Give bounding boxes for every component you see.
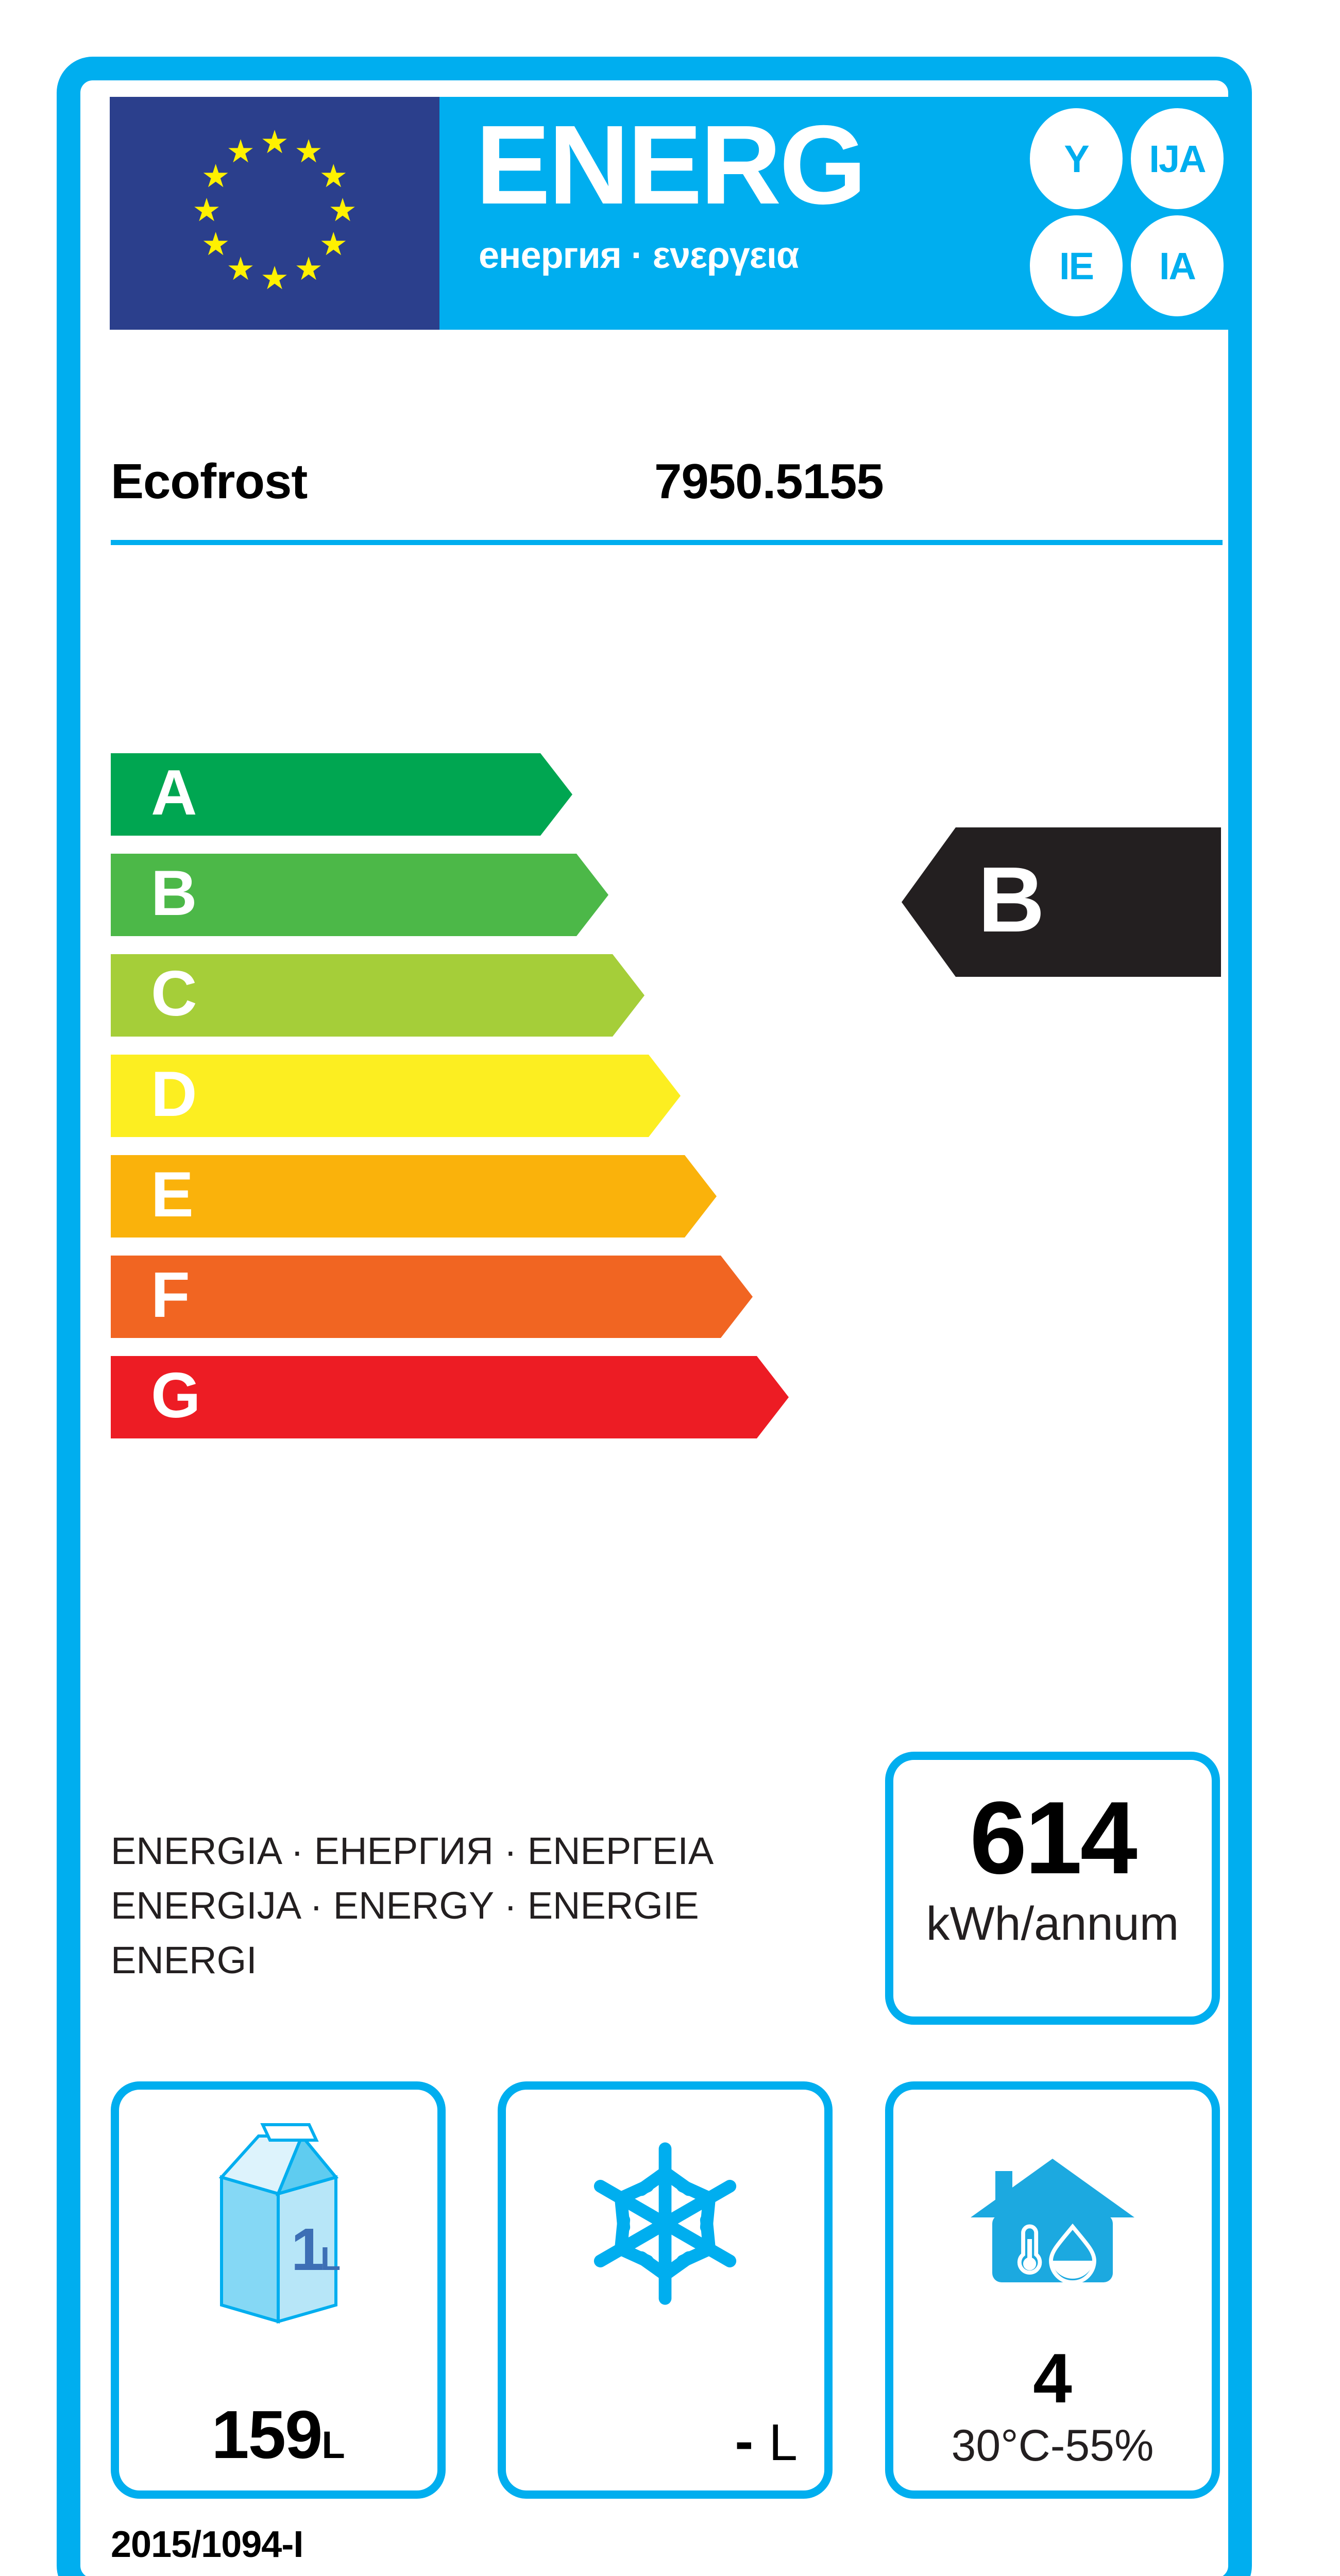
efficiency-bar-letter: G — [151, 1360, 201, 1431]
badge-y: Y — [1030, 108, 1123, 209]
eu-flag-icon: ★ ★ ★ ★ ★ ★ ★ ★ ★ ★ ★ ★ — [110, 97, 439, 330]
efficiency-bar-a: A — [111, 753, 572, 836]
freezer-volume-unit: L — [769, 2414, 798, 2471]
supplier-name: Ecofrost — [111, 454, 308, 509]
svg-text:1: 1 — [291, 2216, 325, 2283]
svg-text:L: L — [320, 2240, 341, 2277]
snowflake-icon — [506, 2110, 824, 2337]
rating-pointer: B — [902, 827, 1221, 977]
model-identifier: 7950.5155 — [654, 454, 884, 509]
efficiency-bar-letter: C — [151, 958, 197, 1029]
badge-ia: IA — [1131, 215, 1224, 316]
energy-word-languages: ENERGIA · ЕНЕРГИЯ · ΕΝΕΡΓΕΙΑ ENERGIJA · … — [111, 1824, 781, 1988]
annual-consumption-unit: kWh/annum — [926, 1897, 1179, 1950]
freezer-volume-number: - — [735, 2410, 754, 2472]
house-thermometer-humidity-icon — [893, 2110, 1212, 2337]
efficiency-bar-letter: F — [151, 1260, 190, 1331]
annual-consumption-value: 614 — [970, 1781, 1138, 1895]
climate-class-range: 30°C-55% — [951, 2421, 1154, 2470]
badge-ie: IE — [1030, 215, 1123, 316]
efficiency-bar-e: E — [111, 1155, 717, 1238]
climate-class-value: 4 — [1033, 2339, 1072, 2417]
fridge-volume-number: 159 — [211, 2397, 323, 2472]
badge-ija: IJA — [1131, 108, 1224, 209]
efficiency-bar-d: D — [111, 1055, 681, 1137]
freezer-volume-value: - L — [735, 2413, 798, 2469]
energ-wordmark: ENERG — [476, 103, 867, 228]
energ-subtitle: енергия · ενεργεια — [479, 235, 799, 276]
fridge-volume-value: 159L — [119, 2401, 437, 2469]
efficiency-bar-c: C — [111, 954, 644, 1037]
climate-class-box: 4 30°C-55% — [885, 2081, 1220, 2499]
language-badges: Y IJA IE IA — [1030, 108, 1236, 319]
label-header: ★ ★ ★ ★ ★ ★ ★ ★ ★ ★ ★ ★ ENERG енергия · ενεργεια Y … — [110, 97, 1249, 330]
efficiency-bar-f: F — [111, 1256, 753, 1338]
efficiency-bar-g: G — [111, 1356, 789, 1438]
efficiency-bar-letter: B — [151, 858, 197, 929]
milk-carton-icon: 1 L — [119, 2110, 437, 2337]
language-line-3: ENERGI — [111, 1939, 257, 1981]
language-line-1: ENERGIA · ЕНЕРГИЯ · ΕΝΕΡΓΕΙΑ — [111, 1829, 714, 1872]
freezer-volume-box: - L — [498, 2081, 833, 2499]
fridge-volume-box: 1 L 159L — [111, 2081, 446, 2499]
efficiency-bar-letter: A — [151, 757, 197, 828]
rating-class-letter: B — [978, 848, 1045, 952]
efficiency-bar-letter: D — [151, 1059, 197, 1130]
efficiency-bar-letter: E — [151, 1159, 194, 1230]
language-line-2: ENERGIJA · ENERGY · ENERGIE — [111, 1884, 699, 1927]
energ-band: ENERG енергия · ενεργεια Y IJA IE IA — [439, 97, 1249, 330]
annual-consumption-box: 614 kWh/annum — [885, 1752, 1220, 2025]
efficiency-bar-b: B — [111, 854, 608, 936]
fridge-volume-unit: L — [321, 2424, 345, 2466]
header-divider — [111, 540, 1223, 545]
regulation-reference: 2015/1094-I — [111, 2524, 303, 2565]
